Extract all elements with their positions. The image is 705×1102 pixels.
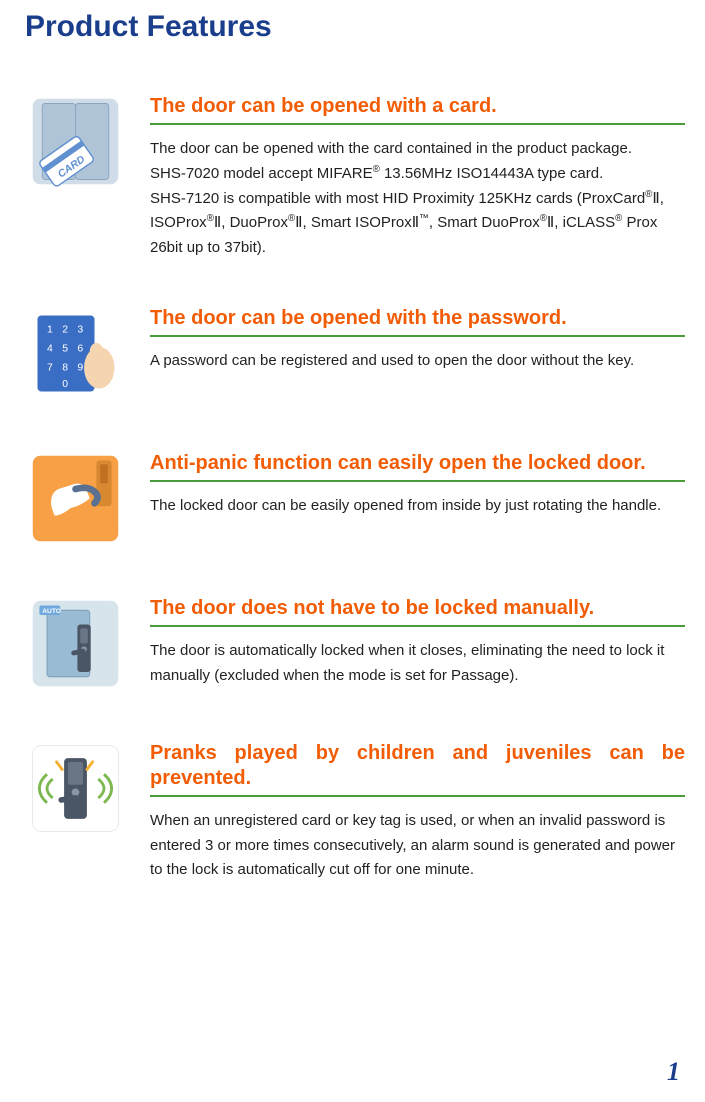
svg-text:2: 2 xyxy=(62,324,68,335)
feature-description: A password can be registered and used to… xyxy=(150,349,685,374)
keypad-icon: 1 2 3 4 5 6 7 8 9 0 xyxy=(25,306,125,406)
feature-card: CARD The door can be opened with a card.… xyxy=(20,94,685,261)
feature-title: The door can be opened with a card. xyxy=(150,94,685,125)
card-icon: CARD xyxy=(25,94,125,194)
svg-text:9: 9 xyxy=(77,362,83,373)
page-title: Product Features xyxy=(25,10,685,44)
svg-text:8: 8 xyxy=(62,362,68,373)
page-number: 1 xyxy=(667,1057,680,1087)
svg-text:6: 6 xyxy=(77,343,83,354)
alarm-icon xyxy=(25,741,125,841)
feature-title: Pranks played by children and juveniles … xyxy=(150,741,685,797)
feature-description: When an unregistered card or key tag is … xyxy=(150,809,685,883)
feature-title: The door does not have to be locked manu… xyxy=(150,596,685,627)
feature-alarm: Pranks played by children and juveniles … xyxy=(20,741,685,883)
handle-icon xyxy=(25,451,125,551)
feature-handle: Anti-panic function can easily open the … xyxy=(20,451,685,551)
svg-text:0: 0 xyxy=(62,379,68,390)
svg-text:7: 7 xyxy=(47,362,53,373)
svg-text:3: 3 xyxy=(77,324,83,335)
feature-keypad: 1 2 3 4 5 6 7 8 9 0 The door can be open… xyxy=(20,306,685,406)
svg-text:1: 1 xyxy=(47,324,53,335)
svg-text:4: 4 xyxy=(47,343,53,354)
feature-title: The door can be opened with the password… xyxy=(150,306,685,337)
svg-text:5: 5 xyxy=(62,343,68,354)
feature-description: The door is automatically locked when it… xyxy=(150,639,685,689)
autolock-icon: AUTO xyxy=(25,596,125,696)
feature-autolock: AUTO The door does not have to be locked… xyxy=(20,596,685,696)
feature-description: The door can be opened with the card con… xyxy=(150,137,685,261)
feature-title: Anti-panic function can easily open the … xyxy=(150,451,685,482)
feature-description: The locked door can be easily opened fro… xyxy=(150,494,685,519)
svg-text:AUTO: AUTO xyxy=(42,608,61,615)
